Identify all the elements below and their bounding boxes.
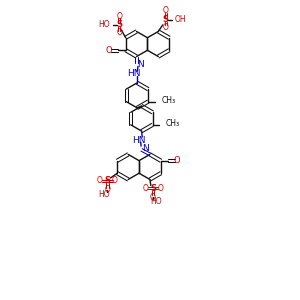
Text: S: S bbox=[104, 176, 110, 185]
Text: O: O bbox=[116, 28, 122, 38]
Text: HO: HO bbox=[99, 190, 110, 199]
Text: O: O bbox=[150, 193, 156, 202]
Text: S: S bbox=[150, 184, 156, 193]
Text: O: O bbox=[106, 46, 112, 55]
Text: CH₃: CH₃ bbox=[166, 119, 180, 128]
Text: O: O bbox=[104, 185, 110, 194]
Text: O: O bbox=[97, 176, 103, 185]
Text: N: N bbox=[137, 60, 144, 69]
Text: CH₃: CH₃ bbox=[161, 96, 175, 105]
Text: HO: HO bbox=[150, 197, 162, 206]
Text: O: O bbox=[142, 184, 148, 193]
Text: O: O bbox=[163, 23, 169, 32]
Text: HN: HN bbox=[133, 136, 146, 145]
Text: O: O bbox=[158, 184, 163, 193]
Text: O: O bbox=[112, 176, 118, 185]
Text: S: S bbox=[163, 15, 169, 24]
Text: HN: HN bbox=[128, 69, 141, 78]
Text: OH: OH bbox=[175, 15, 186, 24]
Text: O: O bbox=[116, 12, 122, 21]
Text: O: O bbox=[173, 156, 180, 165]
Text: N: N bbox=[142, 144, 149, 153]
Text: O: O bbox=[163, 6, 169, 15]
Text: HO: HO bbox=[98, 20, 110, 29]
Text: S: S bbox=[116, 20, 122, 29]
